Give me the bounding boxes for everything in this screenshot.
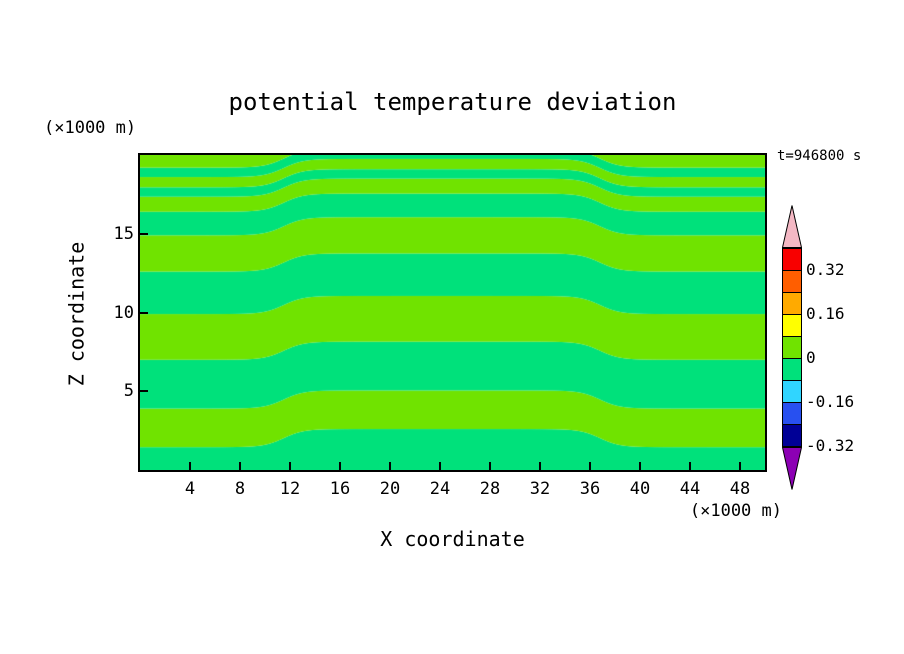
y-tick-mark — [140, 232, 148, 235]
x-tick-label: 28 — [479, 479, 501, 499]
y-tick-mark — [140, 390, 148, 393]
colorbar-label: 0.32 — [806, 260, 845, 279]
colorbar-label: 0.16 — [806, 304, 845, 323]
x-tick-label: 36 — [579, 479, 601, 499]
x-tick-mark — [239, 462, 241, 470]
y-tick-mark — [140, 311, 148, 314]
y-axis-unit-label: (×1000 m) — [44, 118, 137, 138]
x-tick-label: 8 — [234, 479, 246, 499]
colorbar-label: 0 — [806, 348, 816, 367]
colorbar-cell — [782, 424, 802, 447]
colorbar — [782, 205, 802, 490]
x-tick-mark — [539, 462, 541, 470]
colorbar-cell — [782, 358, 802, 381]
colorbar-cell — [782, 292, 802, 315]
plot-title: potential temperature deviation — [228, 88, 677, 116]
x-tick-label: 24 — [429, 479, 451, 499]
colorbar-label: -0.16 — [806, 392, 855, 411]
x-tick-mark — [489, 462, 491, 470]
x-tick-mark — [389, 462, 391, 470]
contour-field-canvas — [140, 155, 765, 470]
x-tick-mark — [739, 462, 741, 470]
x-tick-mark — [289, 462, 291, 470]
x-tick-label: 12 — [279, 479, 301, 499]
x-tick-label: 4 — [184, 479, 196, 499]
x-tick-mark — [589, 462, 591, 470]
time-annotation: t=946800 s — [777, 148, 862, 164]
colorbar-under-arrow — [782, 447, 802, 490]
colorbar-cell — [782, 248, 802, 271]
x-tick-label: 16 — [329, 479, 351, 499]
x-tick-label: 20 — [379, 479, 401, 499]
colorbar-label: -0.32 — [806, 436, 855, 455]
x-tick-label: 48 — [729, 479, 751, 499]
colorbar-cell — [782, 380, 802, 403]
colorbar-cell — [782, 270, 802, 293]
x-axis-unit-label: (×1000 m) — [689, 501, 782, 521]
plot-area — [138, 153, 767, 472]
x-axis-title: X coordinate — [380, 527, 525, 551]
colorbar-cell — [782, 402, 802, 425]
x-tick-label: 32 — [529, 479, 551, 499]
y-axis-title: Z coordinate — [64, 241, 89, 387]
x-tick-label: 40 — [629, 479, 651, 499]
y-tick-label: 5 — [123, 381, 134, 402]
colorbar-cell — [782, 336, 802, 359]
x-tick-mark — [689, 462, 691, 470]
x-tick-mark — [189, 462, 191, 470]
colorbar-cell — [782, 314, 802, 337]
x-tick-mark — [639, 462, 641, 470]
x-tick-mark — [439, 462, 441, 470]
y-tick-label: 10 — [113, 302, 134, 323]
x-tick-mark — [339, 462, 341, 470]
colorbar-over-arrow — [782, 205, 802, 248]
x-tick-label: 44 — [679, 479, 701, 499]
y-tick-label: 15 — [113, 223, 134, 244]
